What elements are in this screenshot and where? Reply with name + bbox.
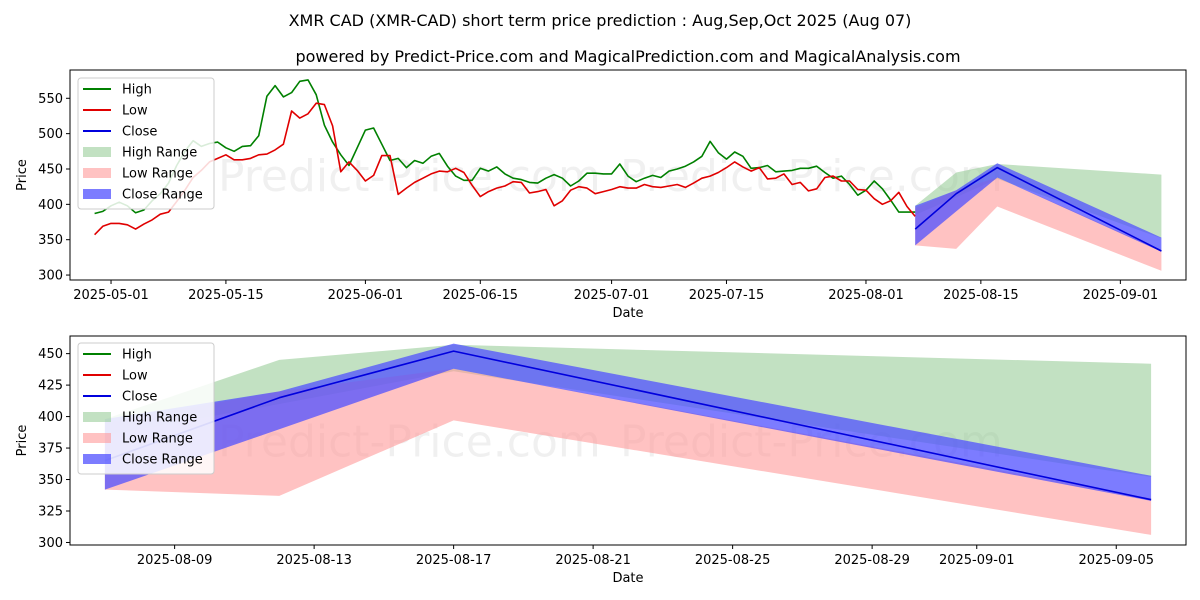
legend-label-low: Low xyxy=(122,104,148,119)
x-tick-label: 2025-05-01 xyxy=(73,288,149,303)
x-tick-label: 2025-08-29 xyxy=(834,553,910,568)
x-tick-label: 2025-08-21 xyxy=(555,553,631,568)
y-tick-label: 350 xyxy=(38,473,63,488)
legend: High Low Close High Range Low Range Close Ran… xyxy=(77,342,215,475)
x-axis-label: Date xyxy=(612,571,643,586)
x-tick-label: 2025-06-01 xyxy=(328,288,404,303)
close-range-band xyxy=(915,163,1162,252)
legend-label-high-range: High Range xyxy=(122,146,197,161)
y-tick-label: 425 xyxy=(38,379,63,394)
close-range-band xyxy=(104,343,1152,501)
high-series-line xyxy=(94,79,916,215)
close-series-line xyxy=(914,166,1162,252)
legend-box xyxy=(77,342,215,475)
y-axis-label: Price xyxy=(15,159,30,191)
x-tick-label: 2025-07-15 xyxy=(689,288,765,303)
x-tick-label: 2025-09-01 xyxy=(1083,288,1159,303)
legend-label-close: Close xyxy=(122,125,157,140)
y-tick-label: 450 xyxy=(38,162,63,177)
legend-label-close-range: Close Range xyxy=(122,453,203,468)
legend-swatch-high-range xyxy=(83,412,111,422)
legend-swatch-close-range xyxy=(83,454,111,464)
chart-title: XMR CAD (XMR-CAD) short term price predi… xyxy=(289,11,912,30)
x-tick-label: 2025-08-01 xyxy=(828,288,904,303)
legend-box xyxy=(77,77,215,210)
low-range-band xyxy=(915,177,1162,271)
low-series-line xyxy=(94,102,916,236)
x-tick-label: 2025-05-15 xyxy=(188,288,264,303)
y-tick-label: 375 xyxy=(38,442,63,457)
y-tick-label: 300 xyxy=(38,269,63,284)
x-tick-label: 2025-08-15 xyxy=(943,288,1019,303)
legend-swatch-low-range xyxy=(83,433,111,443)
legend-swatch-close-range xyxy=(83,189,111,199)
x-tick-label: 2025-09-01 xyxy=(939,553,1015,568)
x-tick-label: 2025-08-09 xyxy=(137,553,213,568)
legend-label-high: High xyxy=(122,348,152,363)
x-tick-label: 2025-08-17 xyxy=(416,553,492,568)
legend-swatch-high-range xyxy=(83,147,111,157)
y-tick-label: 450 xyxy=(38,347,63,362)
chart-subtitle: powered by Predict-Price.com and Magical… xyxy=(295,47,960,66)
x-tick-label: 2025-07-01 xyxy=(574,288,650,303)
low-range-band xyxy=(104,368,1152,535)
legend-label-close: Close xyxy=(122,390,157,405)
legend-label-low-range: Low Range xyxy=(122,167,193,182)
y-tick-label: 550 xyxy=(38,92,63,107)
x-tick-label: 2025-08-25 xyxy=(695,553,771,568)
y-tick-label: 325 xyxy=(38,505,63,520)
x-axis-label: Date xyxy=(612,306,643,321)
legend-label-low: Low xyxy=(122,369,148,384)
top-chart: Predict-Price.com Predict-Price.com300350… xyxy=(15,69,1187,321)
bottom-chart: Predict-Price.comPredict-Price.com300325… xyxy=(15,335,1187,586)
x-tick-label: 2025-09-05 xyxy=(1078,553,1154,568)
y-tick-label: 300 xyxy=(38,536,63,551)
legend-label-close-range: Close Range xyxy=(122,188,203,203)
legend-label-high-range: High Range xyxy=(122,411,197,426)
legend: High Low Close High Range Low Range Close Ran… xyxy=(77,77,215,210)
legend-label-high: High xyxy=(122,83,152,98)
legend-swatch-low-range xyxy=(83,168,111,178)
y-tick-label: 400 xyxy=(38,198,63,213)
y-tick-label: 400 xyxy=(38,410,63,425)
x-tick-label: 2025-06-15 xyxy=(443,288,519,303)
plot-frame xyxy=(69,69,1187,281)
legend-label-low-range: Low Range xyxy=(122,432,193,447)
x-tick-label: 2025-08-13 xyxy=(276,553,352,568)
watermark-text-left: Predict-Price.com xyxy=(218,151,601,202)
y-tick-label: 350 xyxy=(38,233,63,248)
y-tick-label: 500 xyxy=(38,127,63,142)
plot-frame xyxy=(69,335,1187,546)
y-axis-label: Price xyxy=(15,425,30,457)
